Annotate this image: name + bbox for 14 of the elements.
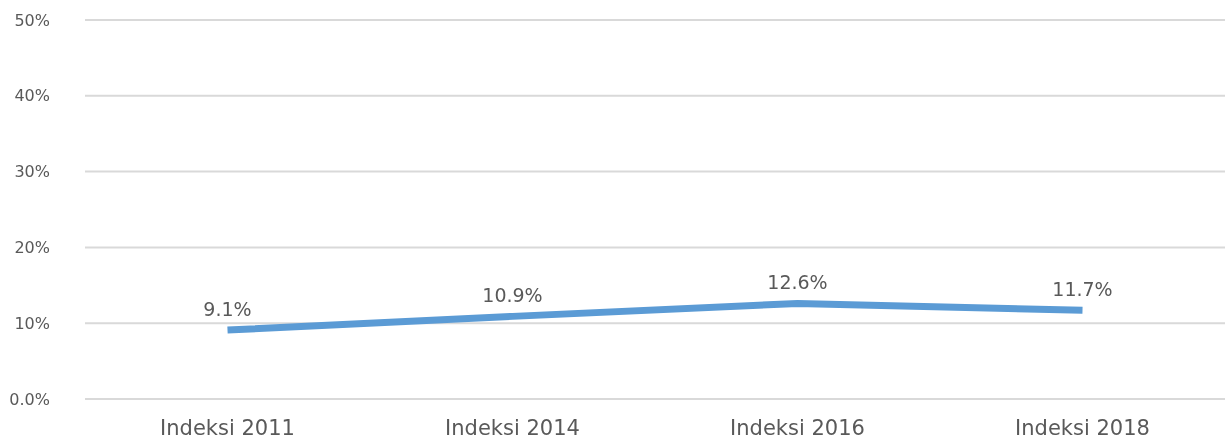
x-tick-label: Indeksi 2016: [730, 416, 865, 440]
x-tick-label: Indeksi 2018: [1015, 416, 1150, 440]
data-label: 9.1%: [203, 298, 252, 321]
y-tick-label: 40%: [14, 86, 50, 106]
x-tick-label: Indeksi 2014: [445, 416, 580, 440]
y-tick-label: 50%: [14, 10, 50, 30]
y-tick-label: 30%: [14, 162, 50, 182]
data-label: 12.6%: [767, 271, 828, 294]
y-tick-label: 10%: [14, 313, 50, 333]
y-tick-label: 20%: [14, 238, 50, 257]
x-tick-label: Indeksi 2011: [160, 416, 295, 440]
data-label: 10.9%: [482, 284, 543, 307]
data-label: 11.7%: [1052, 278, 1113, 301]
y-tick-label: 0.0%: [9, 389, 50, 409]
